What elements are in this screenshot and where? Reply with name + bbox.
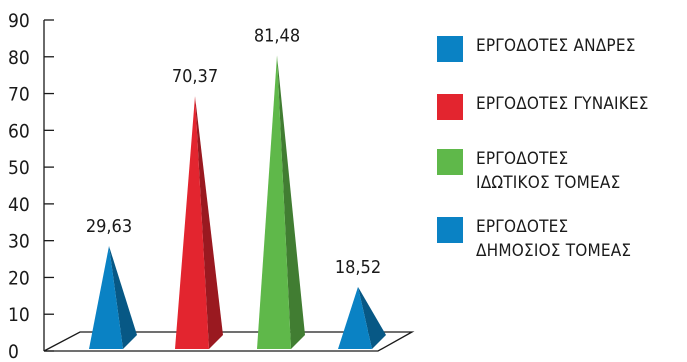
pyramid-side-face	[195, 96, 223, 349]
legend-item-male-employers: ΕΡΓΟΔΟΤΕΣ ΑΝΔΡΕΣ	[437, 34, 636, 62]
pyramid-side-face	[358, 286, 386, 349]
pyramid-side-face	[277, 55, 305, 350]
y-tick-label: 70	[8, 84, 30, 106]
legend-item-public-sector-employers: ΕΡΓΟΔΟΤΕΣ ΔΗΜΟΣΙΟΣ ΤΟΜΕΑΣ	[437, 215, 631, 263]
y-axis: 0 10 20 30 40 50 60 70 80 90	[8, 10, 54, 362]
legend-item-female-employers: ΕΡΓΟΔΟΤΕΣ ΓΥΝΑΙΚΕΣ	[437, 92, 649, 120]
pyramid-front-face	[257, 55, 291, 350]
legend-item-private-sector-employers: ΕΡΓΟΔΟΤΕΣ ΙΔΩΤΙΚΟΣ ΤΟΜΕΑΣ	[437, 147, 620, 195]
y-tick-label: 60	[8, 120, 30, 142]
y-tick-label: 40	[8, 194, 30, 216]
legend-swatch	[437, 217, 463, 243]
pyramid-bar	[89, 246, 137, 349]
data-label: 70,37	[172, 66, 218, 87]
y-tick-label: 80	[8, 47, 30, 69]
y-tick-label: 90	[8, 10, 30, 32]
data-labels: 29,63 70,37 81,48 18,52	[86, 25, 381, 278]
legend-swatch	[437, 149, 463, 175]
y-tick-label: 10	[8, 304, 30, 326]
legend-swatch	[437, 36, 463, 62]
data-label: 29,63	[86, 216, 132, 237]
floor-plane	[43, 331, 415, 352]
y-tick-label: 30	[8, 231, 30, 253]
y-tick-label: 0	[8, 341, 19, 362]
data-label: 81,48	[254, 25, 300, 46]
data-label: 18,52	[335, 257, 381, 278]
chart-floor	[43, 331, 415, 352]
legend-label: ΕΡΓΟΔΟΤΕΣ ΑΝΔΡΕΣ	[476, 36, 636, 56]
legend-label: ΕΡΓΟΔΟΤΕΣ ΓΥΝΑΙΚΕΣ	[476, 94, 649, 114]
legend-label: ΕΡΓΟΔΟΤΕΣ ΙΔΩΤΙΚΟΣ ΤΟΜΕΑΣ	[476, 149, 621, 193]
y-tick-label: 50	[8, 157, 30, 179]
pyramid-bar	[175, 96, 223, 349]
pyramid-front-face	[175, 96, 209, 349]
pyramid-bar	[338, 286, 386, 349]
pyramid-front-face	[338, 286, 372, 349]
pyramid-bar	[257, 55, 305, 350]
pyramid-side-face	[109, 246, 137, 349]
pyramid-front-face	[89, 246, 123, 349]
y-tick-label: 20	[8, 267, 30, 289]
legend-label: ΕΡΓΟΔΟΤΕΣ ΔΗΜΟΣΙΟΣ ΤΟΜΕΑΣ	[476, 217, 632, 261]
legend-swatch	[437, 94, 463, 120]
pyramid-bars	[89, 55, 386, 350]
